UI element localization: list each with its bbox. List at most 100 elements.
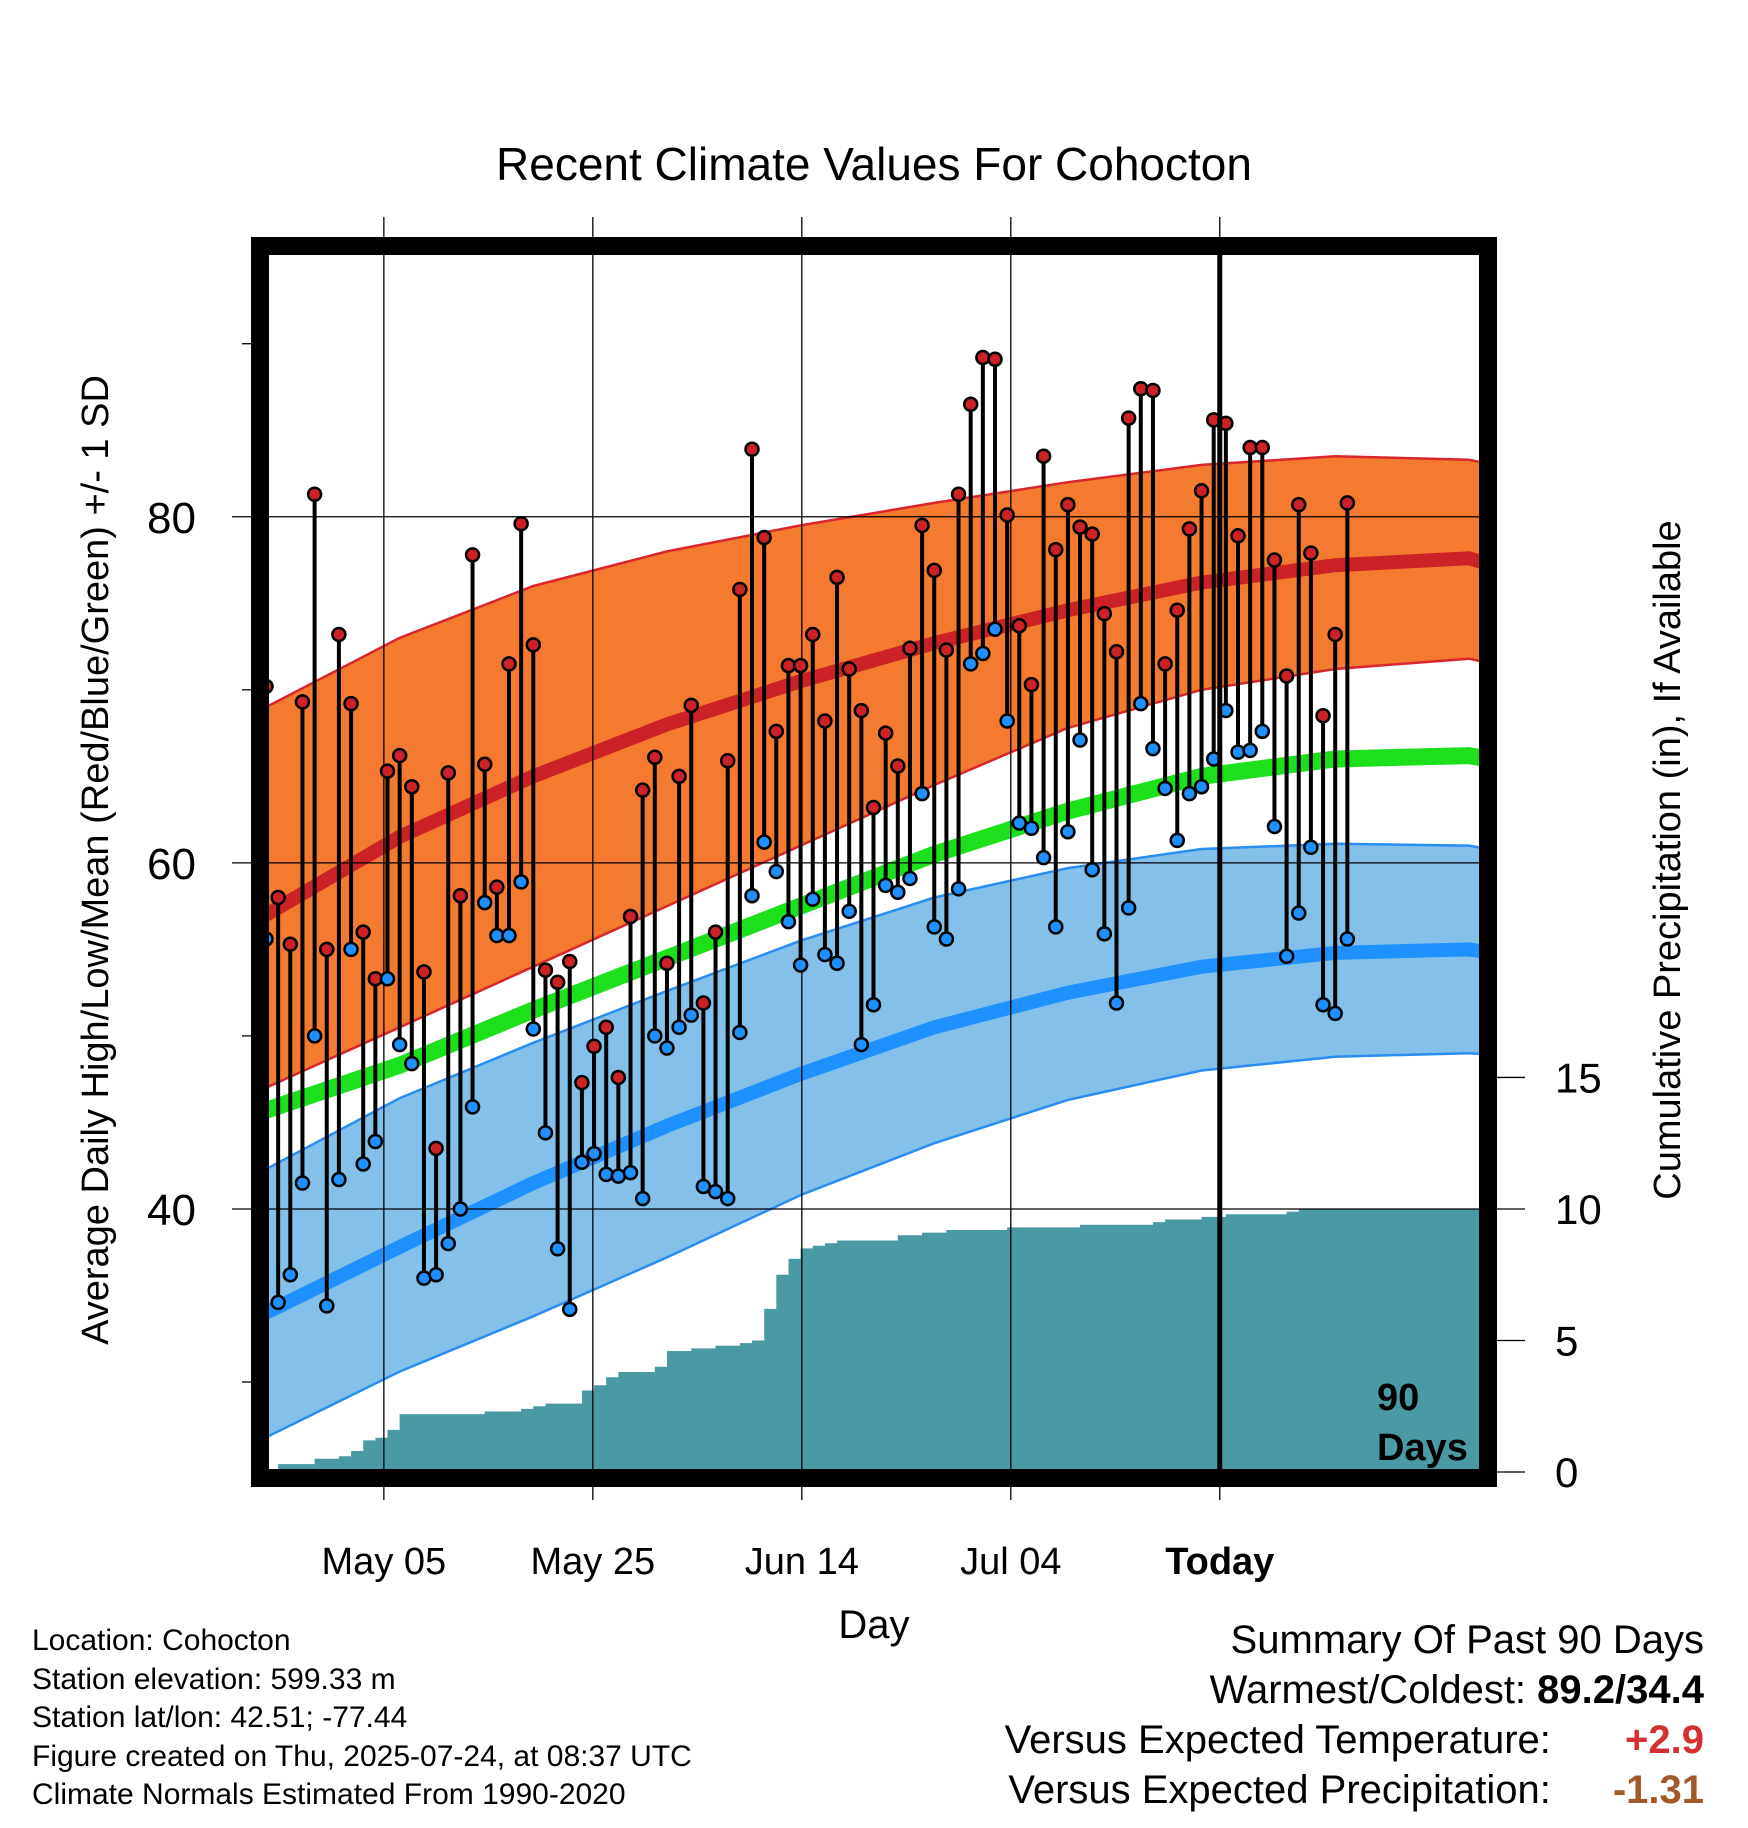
daily-high-marker — [829, 569, 845, 586]
x-tick-label: May 25 — [531, 1541, 656, 1583]
daily-high-marker — [719, 753, 736, 769]
daily-low-marker — [1060, 823, 1076, 840]
created-text: Figure created on Thu, 2025-07-24, at 08… — [32, 1739, 692, 1773]
daily-high-marker — [853, 702, 870, 719]
daily-low-marker — [319, 1298, 335, 1314]
today-days-word: Days — [1377, 1427, 1468, 1469]
normals-text: Climate Normals Estimated From 1990-2020 — [32, 1778, 626, 1811]
daily-low-marker — [367, 1133, 384, 1150]
daily-low-marker — [1278, 948, 1295, 965]
daily-low-marker — [853, 1036, 870, 1053]
daily-high-marker — [282, 936, 299, 952]
daily-low-marker — [391, 1036, 408, 1053]
daily-high-marker — [1072, 519, 1088, 535]
daily-high-marker — [1157, 656, 1173, 672]
y-axis-left: 40 60 80 — [147, 343, 251, 1383]
daily-low-marker — [962, 656, 979, 672]
daily-high-marker — [756, 529, 772, 546]
daily-high-marker — [768, 723, 785, 740]
x-tick-label: May 05 — [322, 1541, 447, 1583]
daily-high-marker — [987, 351, 1003, 368]
daily-low-marker — [732, 1024, 748, 1041]
y-axis-label: Average Daily High/Low/Mean (Red/Blue/Gr… — [75, 375, 117, 1345]
daily-high-marker — [890, 758, 906, 774]
daily-low-marker — [877, 877, 894, 894]
daily-high-marker — [574, 1074, 590, 1091]
daily-high-marker — [1254, 439, 1271, 456]
daily-low-marker — [1096, 926, 1113, 942]
daily-low-marker — [1035, 849, 1052, 866]
summary-temp: Versus Expected Temperature: +2.9 — [1005, 1715, 1704, 1765]
daily-low-marker — [379, 971, 396, 987]
summary-panel: Summary Of Past 90 Days Warmest/Coldest:… — [1005, 1615, 1704, 1815]
daily-high-marker — [975, 349, 991, 366]
y-tick-label: 40 — [147, 1186, 196, 1235]
daily-low-marker — [1254, 723, 1271, 740]
daily-high-marker — [501, 656, 517, 672]
warmest-coldest-value: 89.2/34.4 — [1537, 1668, 1704, 1712]
daily-low-marker — [501, 927, 517, 944]
today-days-number: 90 — [1377, 1377, 1419, 1419]
daily-high-marker — [683, 697, 699, 714]
daily-low-marker — [440, 1235, 456, 1252]
daily-high-marker — [306, 486, 323, 503]
y2-tick-label: 10 — [1555, 1186, 1602, 1233]
daily-high-marker — [805, 626, 821, 643]
daily-low-marker — [562, 1301, 578, 1318]
x-tick-label: Today — [1165, 1541, 1274, 1583]
daily-high-marker — [1035, 448, 1052, 464]
daily-low-marker — [829, 955, 845, 971]
daily-high-marker — [549, 974, 566, 991]
daily-high-marker — [999, 507, 1015, 523]
precip-area — [269, 1209, 1482, 1472]
daily-low-marker — [331, 1171, 347, 1188]
daily-high-marker — [707, 924, 724, 940]
daily-low-marker — [1291, 905, 1307, 921]
daily-high-marker — [1303, 545, 1319, 561]
daily-low-marker — [355, 1156, 371, 1172]
warmest-coldest-label: Warmest/Coldest: — [1209, 1668, 1527, 1712]
daily-high-marker — [962, 396, 979, 413]
daily-ranges — [266, 357, 1350, 1310]
plot-area — [266, 252, 1482, 1472]
daily-low-marker — [1303, 839, 1319, 856]
daily-high-marker — [270, 889, 286, 906]
daily-high-marker — [355, 924, 371, 940]
daily-high-marker — [1266, 552, 1283, 568]
daily-high-marker — [1181, 521, 1198, 537]
daily-low-marker — [719, 1190, 736, 1207]
daily-high-marker — [865, 799, 882, 816]
daily-high-marker — [428, 1140, 444, 1157]
daily-high-marker — [331, 626, 347, 643]
daily-markers — [266, 349, 1356, 1318]
daily-low-marker — [476, 894, 493, 911]
daily-low-marker — [1181, 785, 1198, 802]
plot-frame — [251, 237, 1497, 1487]
daily-high-marker — [622, 908, 639, 925]
daily-low-marker — [744, 887, 760, 904]
daily-high-marker — [416, 964, 432, 980]
daily-high-marker — [1315, 708, 1331, 724]
daily-high-marker — [1145, 382, 1161, 399]
daily-low-marker — [1120, 900, 1137, 916]
daily-low-marker — [756, 834, 772, 850]
location-text: Location: Cohocton — [32, 1624, 291, 1657]
daily-high-marker — [744, 441, 760, 458]
daily-low-marker — [671, 1019, 687, 1036]
daily-high-marker — [476, 756, 493, 772]
daily-high-marker — [938, 642, 955, 658]
daily-high-marker — [1011, 618, 1028, 634]
daily-high-marker — [598, 1019, 614, 1036]
daily-high-marker — [877, 725, 894, 741]
daily-low-marker — [950, 881, 967, 897]
daily-high-marker — [440, 765, 456, 781]
y-tick-label: 60 — [147, 840, 196, 889]
daily-low-marker — [634, 1190, 651, 1207]
daily-low-marker — [549, 1241, 566, 1257]
daily-low-marker — [865, 997, 882, 1013]
daily-high-marker — [513, 515, 529, 532]
x-tick-label: Jul 04 — [960, 1541, 1061, 1583]
daily-high-marker — [1327, 626, 1343, 643]
daily-high-marker — [902, 640, 918, 657]
daily-high-marker — [586, 1038, 602, 1055]
